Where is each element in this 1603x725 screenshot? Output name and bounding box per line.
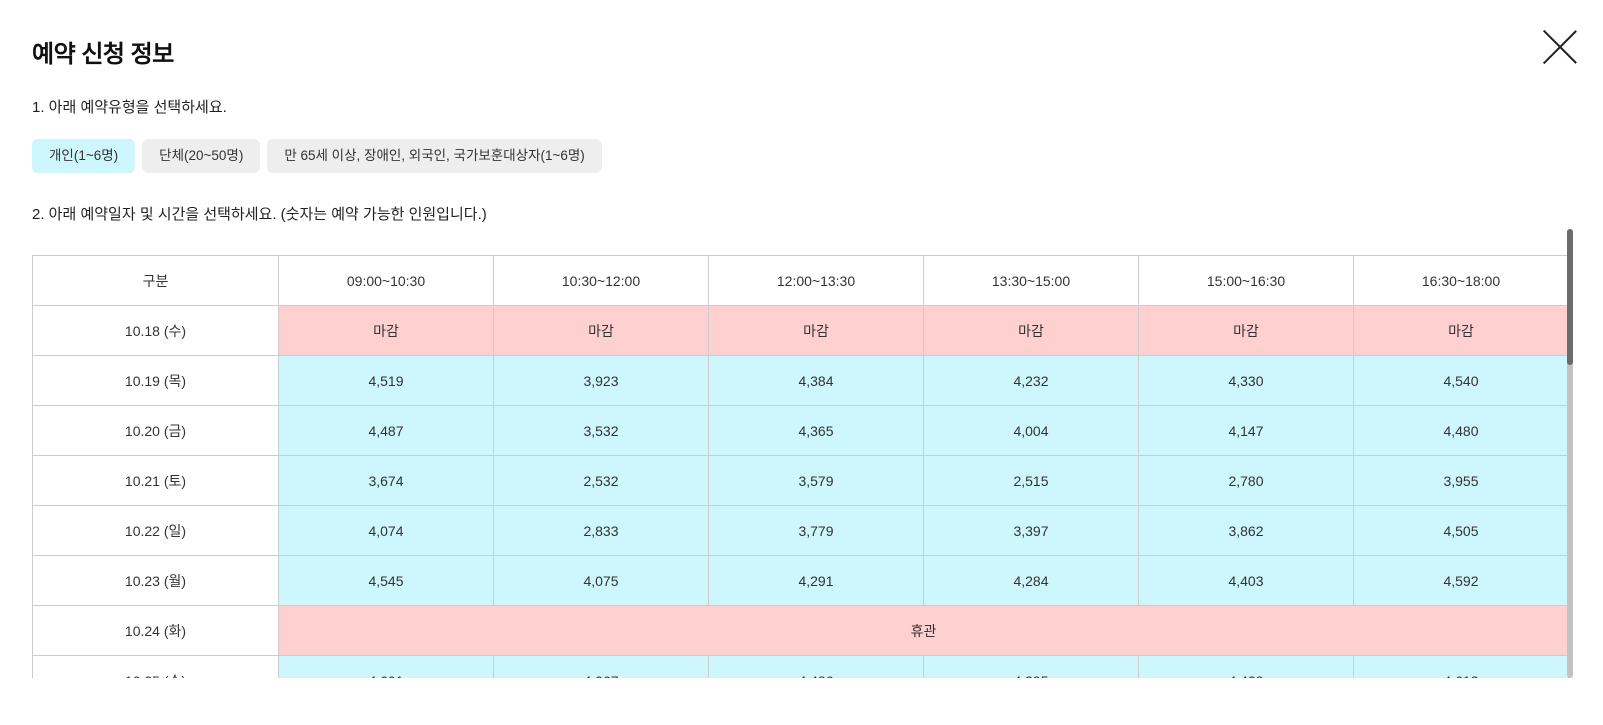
slot-cell-closed: 마감 (708, 305, 924, 356)
table-row: 10.21 (토) 3,674 2,532 3,579 2,515 2,780 … (32, 455, 1569, 506)
table-row: 10.23 (월) 4,545 4,075 4,291 4,284 4,403 … (32, 555, 1569, 606)
slot-cell[interactable]: 4,074 (278, 505, 494, 556)
slot-cell[interactable]: 3,579 (708, 455, 924, 506)
table-scrollbar[interactable] (1567, 229, 1573, 678)
slot-cell[interactable]: 2,780 (1138, 455, 1354, 506)
slot-cell[interactable]: 4,384 (708, 355, 924, 406)
slot-cell[interactable]: 4,540 (1353, 355, 1569, 406)
slot-cell[interactable]: 4,505 (1353, 505, 1569, 556)
column-header-slot: 10:30~12:00 (493, 255, 709, 306)
slot-cell[interactable]: 4,428 (1138, 655, 1354, 678)
row-date: 10.24 (화) (32, 605, 279, 656)
slot-cell[interactable]: 4,519 (278, 355, 494, 406)
slot-cell[interactable]: 4,232 (923, 355, 1139, 406)
slot-cell[interactable]: 4,403 (1138, 555, 1354, 606)
slot-cell[interactable]: 4,601 (278, 655, 494, 678)
slot-cell[interactable]: 3,923 (493, 355, 709, 406)
slot-cell[interactable]: 3,674 (278, 455, 494, 506)
slot-cell[interactable]: 4,075 (493, 555, 709, 606)
row-date: 10.22 (일) (32, 505, 279, 556)
row-date: 10.18 (수) (32, 305, 279, 356)
table-row: 10.18 (수) 마감 마감 마감 마감 마감 마감 (32, 305, 1569, 356)
schedule-table-container[interactable]: 구분 09:00~10:30 10:30~12:00 12:00~13:30 1… (32, 255, 1573, 678)
slot-cell[interactable]: 4,592 (1353, 555, 1569, 606)
slot-cell[interactable]: 4,284 (923, 555, 1139, 606)
row-date: 10.19 (목) (32, 355, 279, 406)
slot-cell[interactable]: 4,487 (278, 405, 494, 456)
modal-title: 예약 신청 정보 (32, 41, 174, 68)
schedule-table: 구분 09:00~10:30 10:30~12:00 12:00~13:30 1… (32, 255, 1569, 678)
table-row: 10.22 (일) 4,074 2,833 3,779 3,397 3,862 … (32, 505, 1569, 556)
type-button-group[interactable]: 단체(20~50명) (142, 139, 261, 173)
column-header-slot: 12:00~13:30 (708, 255, 924, 306)
holiday-cell: 휴관 (278, 605, 1569, 656)
slot-cell-closed: 마감 (278, 305, 494, 356)
slot-cell[interactable]: 4,486 (708, 655, 924, 678)
column-header-slot: 15:00~16:30 (1138, 255, 1354, 306)
slot-cell-closed: 마감 (493, 305, 709, 356)
row-date: 10.25 (수) (32, 655, 279, 678)
column-header-slot: 13:30~15:00 (923, 255, 1139, 306)
table-row: 10.20 (금) 4,487 3,532 4,365 4,004 4,147 … (32, 405, 1569, 456)
reservation-type-group: 개인(1~6명) 단체(20~50명) 만 65세 이상, 장애인, 외국인, … (32, 139, 602, 173)
step1-label: 1. 아래 예약유형을 선택하세요. (32, 99, 227, 116)
slot-cell[interactable]: 2,515 (923, 455, 1139, 506)
slot-cell[interactable]: 3,397 (923, 505, 1139, 556)
slot-cell[interactable]: 3,779 (708, 505, 924, 556)
slot-cell[interactable]: 4,147 (1138, 405, 1354, 456)
slot-cell[interactable]: 2,532 (493, 455, 709, 506)
slot-cell[interactable]: 4,365 (708, 405, 924, 456)
slot-cell[interactable]: 3,862 (1138, 505, 1354, 556)
slot-cell[interactable]: 4,613 (1353, 655, 1569, 678)
slot-cell[interactable]: 4,330 (1138, 355, 1354, 406)
slot-cell[interactable]: 4,291 (708, 555, 924, 606)
column-header-date: 구분 (32, 255, 279, 306)
slot-cell[interactable]: 3,955 (1353, 455, 1569, 506)
row-date: 10.20 (금) (32, 405, 279, 456)
slot-cell-closed: 마감 (1138, 305, 1354, 356)
slot-cell-closed: 마감 (1353, 305, 1569, 356)
column-header-slot: 09:00~10:30 (278, 255, 494, 306)
close-icon[interactable] (1543, 30, 1577, 64)
slot-cell[interactable]: 3,532 (493, 405, 709, 456)
type-button-individual[interactable]: 개인(1~6명) (32, 139, 136, 173)
scrollbar-thumb[interactable] (1567, 229, 1573, 365)
table-row: 10.19 (목) 4,519 3,923 4,384 4,232 4,330 … (32, 355, 1569, 406)
slot-cell[interactable]: 4,480 (1353, 405, 1569, 456)
slot-cell[interactable]: 2,833 (493, 505, 709, 556)
slot-cell[interactable]: 4,067 (493, 655, 709, 678)
slot-cell-closed: 마감 (923, 305, 1139, 356)
column-header-slot: 16:30~18:00 (1353, 255, 1569, 306)
row-date: 10.21 (토) (32, 455, 279, 506)
step2-label: 2. 아래 예약일자 및 시간을 선택하세요. (숫자는 예약 가능한 인원입니… (32, 206, 487, 223)
type-button-special[interactable]: 만 65세 이상, 장애인, 외국인, 국가보훈대상자(1~6명) (267, 139, 602, 173)
slot-cell[interactable]: 4,004 (923, 405, 1139, 456)
slot-cell[interactable]: 4,545 (278, 555, 494, 606)
table-row: 10.25 (수) 4,601 4,067 4,486 4,295 4,428 … (32, 655, 1569, 678)
slot-cell[interactable]: 4,295 (923, 655, 1139, 678)
table-row: 10.24 (화) 휴관 (32, 605, 1569, 656)
row-date: 10.23 (월) (32, 555, 279, 606)
table-header-row: 구분 09:00~10:30 10:30~12:00 12:00~13:30 1… (32, 255, 1569, 306)
